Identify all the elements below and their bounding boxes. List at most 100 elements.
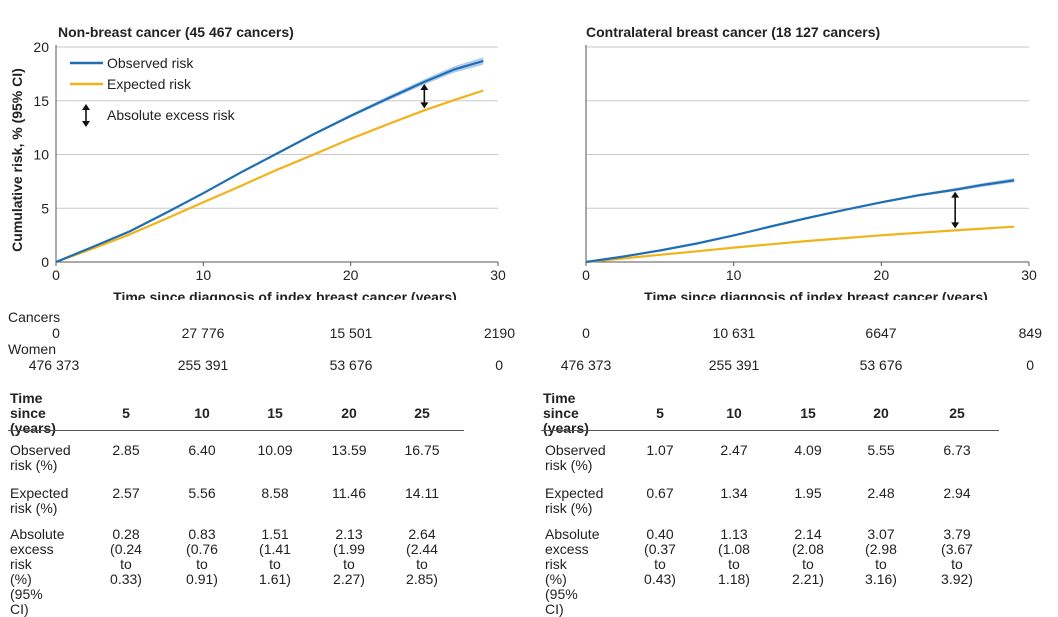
left-y-tick-label: 0 — [41, 254, 49, 270]
left-y-tick-label: 10 — [33, 147, 49, 163]
left-women-0: 476 373 — [28, 357, 80, 373]
left-table-year: 20 — [341, 405, 357, 421]
left-observed-cell: 13.59 — [331, 442, 367, 458]
right-expected-cell: 2.48 — [867, 485, 895, 501]
left-expected-risk-line — [55, 89, 484, 264]
left-x-tick-label: 10 — [196, 267, 212, 283]
right-observed-risk-line — [585, 179, 1015, 264]
right-row-observed-label: Observed risk (%) — [545, 442, 606, 473]
left-row-expected-label: Expected risk (%) — [10, 485, 69, 516]
right-chart-title: Contralateral breast cancer (18 127 canc… — [586, 24, 880, 40]
left-x-tick-label: 30 — [490, 267, 506, 283]
right-observed-cell: 1.07 — [646, 442, 674, 458]
right-expected-cell: 2.94 — [943, 485, 971, 501]
left-observed-risk-line — [55, 59, 484, 264]
charts-svg: Non-breast cancer (45 467 cancers) Cumul… — [9, 24, 1037, 300]
left-y-tick-label: 20 — [33, 39, 49, 55]
left-excess-arrow-head-down — [420, 102, 429, 109]
left-table-year: 25 — [414, 405, 430, 421]
right-cancers-10: 10 631 — [712, 325, 756, 341]
right-observed-cell: 4.09 — [794, 442, 822, 458]
right-cancers-0: 0 — [582, 325, 590, 341]
left-x-axis-label: Time since diagnosis of index breast can… — [113, 289, 457, 300]
left-x-tick-label: 20 — [343, 267, 359, 283]
right-women-10: 255 391 — [708, 357, 760, 373]
right-table-rule — [541, 430, 999, 431]
right-women-20: 53 676 — [859, 357, 903, 373]
left-y-tick-label: 5 — [41, 200, 49, 216]
right-row-excess-label: Absolute excess risk (%) (95% CI) — [545, 526, 600, 617]
left-table-header-label: Time since (years) — [10, 390, 56, 436]
women-label: Women — [8, 341, 56, 357]
right-excess-arrow-head-down — [951, 222, 960, 229]
right-women-30: 0 — [1026, 357, 1034, 373]
right-excess-cell: 0.40 (0.37 to 0.43) — [644, 526, 676, 587]
left-excess-cell: 2.13 (1.99 to 2.27) — [333, 526, 365, 587]
legend: Observed risk Expected risk Absolute exc… — [70, 55, 236, 127]
right-excess-cell: 2.14 (2.08 to 2.21) — [792, 526, 824, 587]
left-y-tick-label: 15 — [33, 93, 49, 109]
left-chart-plot: 0 5 10 15 20 0 10 20 30 — [33, 39, 506, 283]
left-excess-arrow-head-up — [420, 83, 429, 90]
right-table-year: 10 — [726, 405, 742, 421]
cancers-label: Cancers — [8, 309, 61, 325]
right-cancers-30: 849 — [1018, 325, 1042, 341]
right-table-year: 25 — [949, 405, 965, 421]
left-expected-cell: 14.11 — [405, 485, 439, 501]
right-women-0: 476 373 — [560, 357, 612, 373]
left-observed-cell: 10.09 — [257, 442, 293, 458]
left-chart-title: Non-breast cancer (45 467 cancers) — [58, 24, 294, 40]
right-table-year: 15 — [800, 405, 816, 421]
left-row-excess-label: Absolute excess risk (%) (95% CI) — [10, 526, 65, 617]
right-table-year: 20 — [873, 405, 889, 421]
right-expected-cell: 1.95 — [794, 485, 822, 501]
right-observed-cell: 2.47 — [720, 442, 748, 458]
right-expected-cell: 0.67 — [646, 485, 674, 501]
right-expected-risk-line — [585, 225, 1015, 264]
left-y-axis-label: Cumulative risk, % (95% CI) — [9, 68, 25, 252]
right-excess-cell: 1.13 (1.08 to 1.18) — [718, 526, 750, 587]
legend-expected-label: Expected risk — [107, 76, 192, 92]
right-row-expected-label: Expected risk (%) — [545, 485, 604, 516]
legend-excess-arrow-icon — [82, 104, 90, 127]
right-x-tick-label: 20 — [874, 267, 890, 283]
left-table-year: 10 — [194, 405, 210, 421]
left-table-rule — [8, 430, 464, 431]
left-table-year: 15 — [267, 405, 283, 421]
left-observed-cell: 2.85 — [112, 442, 140, 458]
right-cancers-20: 6647 — [865, 325, 897, 341]
left-cancers-10: 27 776 — [181, 325, 225, 341]
left-cancers-20: 15 501 — [329, 325, 373, 341]
left-cancers-30: 2190 — [483, 325, 515, 341]
left-women-10: 255 391 — [177, 357, 229, 373]
left-observed-ci-band — [56, 57, 484, 263]
left-observed-cell: 6.40 — [188, 442, 216, 458]
right-expected-cell: 1.34 — [720, 485, 748, 501]
right-excess-cell: 3.79 (3.67 to 3.92) — [941, 526, 973, 587]
right-x-tick-label: 0 — [582, 267, 590, 283]
left-excess-cell: 0.28 (0.24 to 0.33) — [110, 526, 142, 587]
right-observed-cell: 5.55 — [867, 442, 895, 458]
right-table-header-label: Time since (years) — [543, 390, 589, 436]
left-expected-cell: 8.58 — [261, 485, 289, 501]
legend-excess-label: Absolute excess risk — [107, 107, 236, 123]
left-expected-cell: 5.56 — [188, 485, 216, 501]
right-observed-cell: 6.73 — [943, 442, 971, 458]
left-women-30: 0 — [495, 357, 503, 373]
left-excess-cell: 2.64 (2.44 to 2.85) — [406, 526, 438, 587]
right-excess-cell: 3.07 (2.98 to 3.16) — [865, 526, 897, 587]
right-chart-plot: 0 10 20 30 — [582, 45, 1037, 283]
left-excess-cell: 0.83 (0.76 to 0.91) — [186, 526, 218, 587]
right-x-axis-label: Time since diagnosis of index breast can… — [644, 289, 988, 300]
left-cancers-0: 0 — [52, 325, 60, 341]
legend-observed-label: Observed risk — [107, 55, 194, 71]
left-row-observed-label: Observed risk (%) — [10, 442, 71, 473]
right-x-tick-label: 30 — [1021, 267, 1037, 283]
right-excess-arrow-head-up — [951, 191, 960, 198]
left-women-20: 53 676 — [329, 357, 373, 373]
left-x-tick-label: 0 — [52, 267, 60, 283]
left-table-year: 5 — [122, 405, 130, 421]
right-x-tick-label: 10 — [726, 267, 742, 283]
left-expected-cell: 11.46 — [332, 485, 366, 501]
